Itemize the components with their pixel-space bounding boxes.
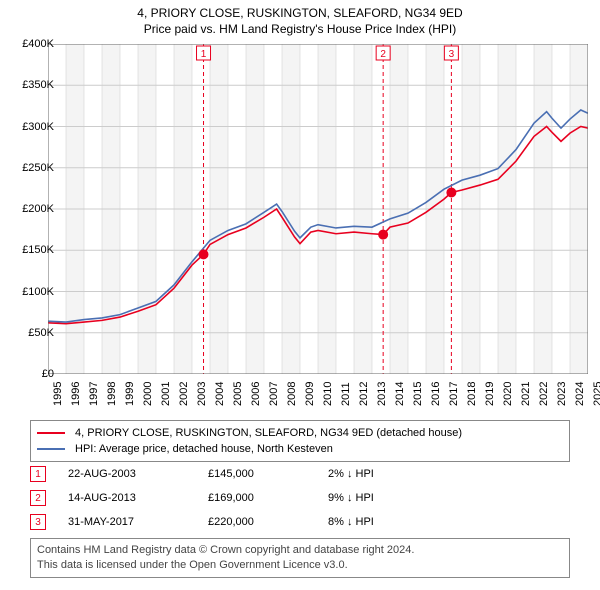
event-marker-2: 2: [30, 490, 46, 506]
x-tick-label: 2001: [160, 382, 172, 406]
y-tick-label: £50K: [28, 327, 54, 339]
x-tick-label: 2006: [250, 382, 262, 406]
x-tick-label: 2018: [466, 382, 478, 406]
event-marker-3: 3: [30, 514, 46, 530]
x-tick-label: 2008: [286, 382, 298, 406]
x-tick-label: 2022: [538, 382, 550, 406]
event-row-1: 1 22-AUG-2003 £145,000 2% ↓ HPI: [30, 462, 570, 486]
x-tick-label: 2009: [304, 382, 316, 406]
legend-swatch-hpi: [37, 448, 65, 450]
event-date-2: 14-AUG-2013: [68, 492, 208, 504]
event-delta-3: 8% ↓ HPI: [328, 516, 448, 528]
x-tick-label: 1998: [106, 382, 118, 406]
x-tick-label: 1997: [88, 382, 100, 406]
footer-line-2: This data is licensed under the Open Gov…: [37, 558, 563, 573]
x-tick-label: 2005: [232, 382, 244, 406]
x-tick-label: 2010: [322, 382, 334, 406]
x-tick-label: 2021: [520, 382, 532, 406]
x-tick-label: 2003: [196, 382, 208, 406]
svg-text:2: 2: [380, 49, 386, 60]
x-tick-label: 2024: [574, 382, 586, 406]
title-line-1: 4, PRIORY CLOSE, RUSKINGTON, SLEAFORD, N…: [0, 0, 600, 20]
x-tick-label: 2012: [358, 382, 370, 406]
event-delta-1: 2% ↓ HPI: [328, 468, 448, 480]
svg-text:1: 1: [201, 49, 207, 60]
event-marker-1: 1: [30, 466, 46, 482]
x-tick-label: 1996: [70, 382, 82, 406]
x-tick-label: 2025: [592, 382, 600, 406]
y-tick-label: £150K: [22, 244, 54, 256]
event-date-3: 31-MAY-2017: [68, 516, 208, 528]
events-table: 1 22-AUG-2003 £145,000 2% ↓ HPI 2 14-AUG…: [30, 462, 570, 534]
svg-text:3: 3: [449, 49, 455, 60]
y-tick-label: £250K: [22, 162, 54, 174]
legend-swatch-property: [37, 432, 65, 434]
x-tick-label: 2004: [214, 382, 226, 406]
x-tick-label: 2011: [340, 382, 352, 406]
y-tick-label: £100K: [22, 286, 54, 298]
title-line-2: Price paid vs. HM Land Registry's House …: [0, 20, 600, 36]
x-tick-label: 2016: [430, 382, 442, 406]
event-row-3: 3 31-MAY-2017 £220,000 8% ↓ HPI: [30, 510, 570, 534]
event-price-1: £145,000: [208, 468, 328, 480]
y-tick-label: £300K: [22, 121, 54, 133]
x-axis-labels: 1995 1996 1997 1998 1999 2000 2001 2002 2003 2004…: [48, 376, 588, 416]
event-row-2: 2 14-AUG-2013 £169,000 9% ↓ HPI: [30, 486, 570, 510]
attribution-footer: Contains HM Land Registry data © Crown c…: [30, 538, 570, 578]
x-tick-label: 2007: [268, 382, 280, 406]
x-tick-label: 2013: [376, 382, 388, 406]
y-tick-label: £350K: [22, 79, 54, 91]
legend-item-property: 4, PRIORY CLOSE, RUSKINGTON, SLEAFORD, N…: [37, 425, 563, 441]
chart-svg: 1 2 3: [48, 44, 588, 374]
x-tick-label: 2020: [502, 382, 514, 406]
x-tick-label: 1999: [124, 382, 136, 406]
event-price-2: £169,000: [208, 492, 328, 504]
y-tick-label: £200K: [22, 203, 54, 215]
x-tick-label: 2015: [412, 382, 424, 406]
legend-label-hpi: HPI: Average price, detached house, Nort…: [75, 443, 333, 455]
x-tick-label: 2014: [394, 382, 406, 406]
footer-line-1: Contains HM Land Registry data © Crown c…: [37, 543, 563, 558]
x-tick-label: 2019: [484, 382, 496, 406]
legend: 4, PRIORY CLOSE, RUSKINGTON, SLEAFORD, N…: [30, 420, 570, 462]
x-tick-label: 2000: [142, 382, 154, 406]
chart-container: 4, PRIORY CLOSE, RUSKINGTON, SLEAFORD, N…: [0, 0, 600, 590]
x-tick-label: 2023: [556, 382, 568, 406]
legend-item-hpi: HPI: Average price, detached house, Nort…: [37, 441, 563, 457]
legend-label-property: 4, PRIORY CLOSE, RUSKINGTON, SLEAFORD, N…: [75, 427, 462, 439]
x-tick-label: 2002: [178, 382, 190, 406]
x-tick-label: 2017: [448, 382, 460, 406]
event-date-1: 22-AUG-2003: [68, 468, 208, 480]
y-tick-label: £400K: [22, 38, 54, 50]
x-tick-label: 1995: [52, 382, 64, 406]
event-delta-2: 9% ↓ HPI: [328, 492, 448, 504]
event-price-3: £220,000: [208, 516, 328, 528]
chart-area: 1 2 3: [48, 44, 588, 374]
